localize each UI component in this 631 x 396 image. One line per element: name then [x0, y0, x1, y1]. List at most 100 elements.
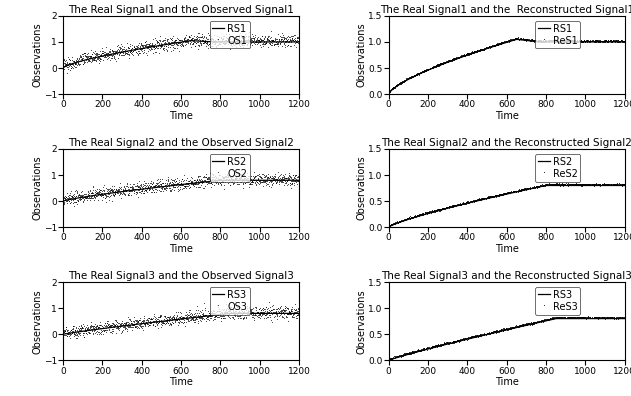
OS2	[139, 185, 146, 190]
RS2	[509, 190, 517, 195]
RS3	[99, 326, 107, 331]
RS3	[227, 311, 234, 316]
ReS3	[488, 331, 495, 336]
ReS2	[553, 182, 561, 187]
ReS3	[425, 347, 432, 352]
Line: RS3: RS3	[63, 313, 299, 334]
OS1	[139, 45, 146, 50]
RS3	[509, 326, 517, 331]
RS1	[189, 38, 196, 43]
Y-axis label: Observations: Observations	[357, 156, 367, 221]
RS3	[487, 331, 495, 336]
Line: OS1: OS1	[62, 31, 300, 74]
RS1	[91, 55, 98, 60]
RS2	[385, 225, 392, 230]
Line: RS2: RS2	[389, 185, 625, 227]
OS3	[99, 333, 107, 338]
Line: RS2: RS2	[63, 180, 299, 201]
RS1	[162, 42, 169, 47]
RS1	[621, 40, 628, 44]
ReS2	[509, 190, 517, 195]
OS2	[59, 202, 67, 206]
ReS1	[487, 46, 495, 51]
RS3	[59, 332, 67, 337]
OS3	[189, 317, 196, 322]
RS2	[621, 183, 628, 188]
ReS1	[416, 72, 424, 76]
RS2	[464, 201, 472, 206]
RS2	[59, 199, 67, 204]
RS3	[552, 316, 560, 321]
Y-axis label: Observations: Observations	[32, 289, 42, 354]
RS1	[183, 39, 191, 44]
ReS3	[584, 315, 592, 320]
Title: The Real Signal3 and the Reconstructed Signal3: The Real Signal3 and the Reconstructed S…	[381, 271, 631, 281]
ReS1	[385, 91, 392, 96]
OS1	[99, 51, 107, 56]
RS1	[513, 37, 521, 42]
Line: ReS2: ReS2	[388, 183, 625, 228]
RS1	[59, 66, 67, 70]
OS2	[184, 185, 191, 190]
Legend: RS2, ReS2: RS2, ReS2	[535, 154, 581, 182]
RS2	[162, 184, 169, 189]
Title: The Real Signal3 and the Observed Signal3: The Real Signal3 and the Observed Signal…	[68, 271, 294, 281]
X-axis label: Time: Time	[169, 111, 193, 121]
Legend: RS3, ReS3: RS3, ReS3	[535, 287, 581, 315]
RS1	[487, 45, 495, 50]
ReS1	[509, 38, 517, 42]
OS3	[91, 326, 98, 331]
ReS2	[385, 225, 392, 229]
OS2	[295, 179, 303, 183]
OS3	[184, 315, 191, 320]
OS2	[99, 186, 107, 190]
Line: RS1: RS1	[63, 41, 299, 68]
OS2	[189, 177, 196, 181]
X-axis label: Time: Time	[169, 244, 193, 254]
Line: OS3: OS3	[62, 302, 300, 340]
OS3	[59, 331, 67, 336]
RS1	[385, 92, 392, 97]
RS3	[514, 325, 521, 330]
Line: OS2: OS2	[62, 170, 300, 208]
RS2	[514, 189, 521, 194]
RS2	[487, 195, 495, 200]
RS2	[217, 178, 225, 183]
Legend: RS2, OS2: RS2, OS2	[209, 154, 250, 182]
RS3	[183, 316, 191, 321]
RS2	[295, 178, 303, 183]
RS1	[514, 37, 522, 42]
RS1	[139, 46, 146, 51]
ReS3	[385, 358, 392, 363]
RS1	[295, 40, 303, 44]
ReS3	[464, 336, 472, 341]
RS3	[91, 327, 98, 332]
Y-axis label: Observations: Observations	[32, 156, 42, 221]
RS2	[99, 192, 107, 196]
OS2	[162, 188, 169, 193]
Legend: RS1, ReS1: RS1, ReS1	[535, 21, 581, 48]
Y-axis label: Observations: Observations	[357, 289, 367, 354]
ReS3	[621, 317, 628, 322]
OS1	[267, 30, 274, 34]
OS1	[91, 57, 98, 62]
RS3	[295, 311, 303, 316]
ReS2	[464, 200, 472, 205]
OS2	[91, 192, 98, 197]
ReS1	[514, 38, 521, 42]
Title: The Real Signal1 and the  Reconstructed Signal1: The Real Signal1 and the Reconstructed S…	[380, 5, 631, 15]
RS3	[464, 337, 472, 341]
RS3	[188, 315, 196, 320]
RS1	[509, 38, 517, 43]
OS1	[184, 39, 191, 44]
OS3	[139, 319, 146, 324]
Line: ReS3: ReS3	[388, 317, 625, 362]
RS1	[99, 53, 107, 58]
OS1	[295, 38, 303, 42]
ReS2	[416, 213, 424, 218]
RS2	[188, 181, 196, 186]
Y-axis label: Observations: Observations	[357, 23, 367, 87]
OS3	[266, 300, 273, 305]
Title: The Real Signal2 and the Reconstructed Signal2: The Real Signal2 and the Reconstructed S…	[381, 138, 631, 148]
ReS2	[621, 183, 628, 188]
